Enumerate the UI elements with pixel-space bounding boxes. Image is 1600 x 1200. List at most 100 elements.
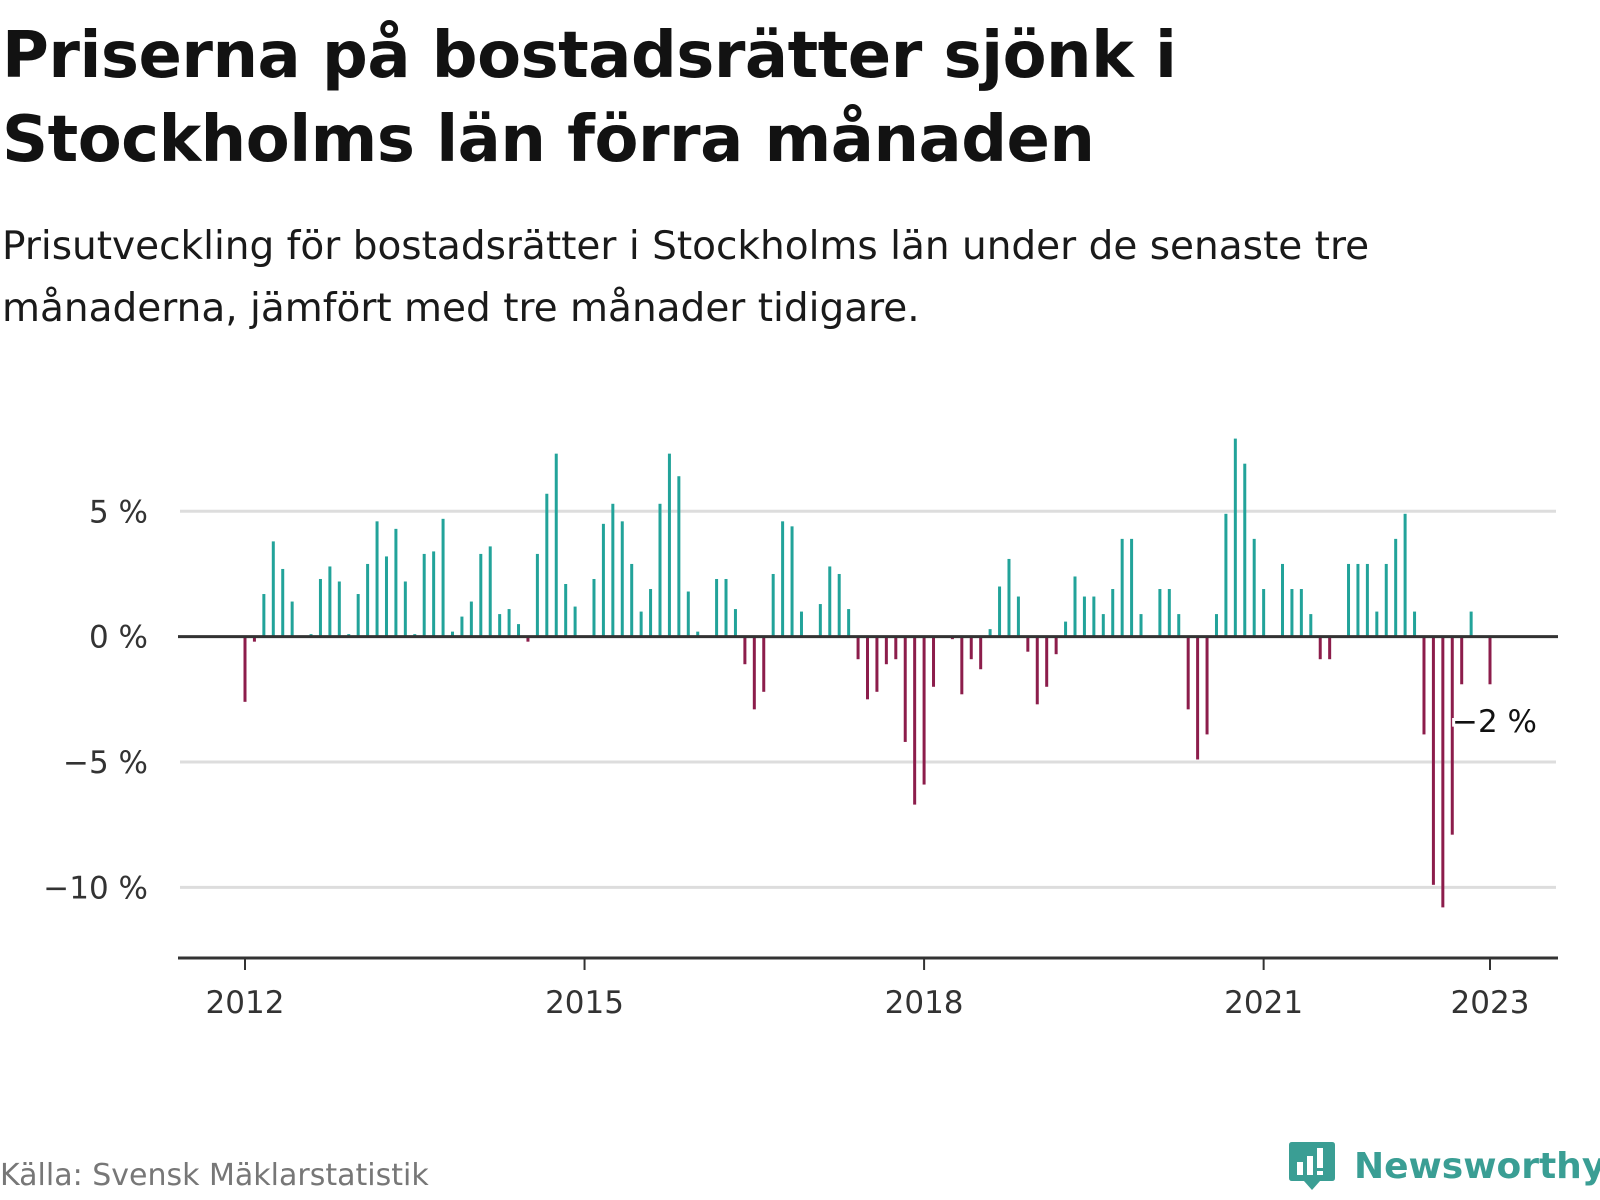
bar: [837, 573, 841, 637]
bar: [1309, 614, 1313, 637]
bar: [875, 636, 879, 692]
bar: [969, 636, 973, 660]
bar: [686, 591, 690, 637]
bar: [903, 636, 907, 742]
bar: [1092, 596, 1096, 637]
chart-title: Priserna på bostadsrätter sjönk i Stockh…: [2, 19, 1177, 177]
bar: [479, 553, 483, 637]
bar: [932, 636, 936, 687]
newsworthy-logo-icon: [1289, 1142, 1335, 1190]
bar: [1130, 538, 1134, 637]
x-tick-label: 2015: [545, 985, 624, 1021]
bar: [394, 528, 398, 637]
bar: [894, 636, 898, 660]
bar: [715, 578, 719, 637]
bar: [1469, 611, 1473, 637]
bar: [1441, 636, 1445, 908]
bar: [441, 518, 445, 637]
bar: [743, 636, 747, 665]
y-tick-label: −5 %: [63, 745, 148, 781]
bar: [771, 573, 775, 637]
bar: [252, 636, 256, 642]
bar: [696, 631, 700, 637]
gridlines: [180, 509, 1556, 889]
annotation-layer: −2 %: [1449, 701, 1540, 743]
bar: [375, 521, 379, 637]
bar: [554, 453, 558, 637]
bar: [677, 476, 681, 637]
bar: [1139, 614, 1143, 637]
bar: [781, 521, 785, 637]
bar: [1299, 589, 1303, 637]
bar: [1318, 636, 1322, 660]
bar: [1394, 538, 1398, 637]
bar: [1158, 589, 1162, 637]
bar: [1045, 636, 1049, 687]
bar: [507, 609, 511, 637]
bar: [913, 636, 917, 805]
bar: [1177, 614, 1181, 637]
bar: [1101, 614, 1105, 637]
bar: [535, 553, 539, 637]
x-axis-ticks: 2012 2015 2018 2021 2023: [206, 958, 1529, 1021]
bar: [1167, 589, 1171, 637]
bar: [1365, 563, 1369, 637]
bar: [1328, 636, 1332, 660]
bar: [1026, 636, 1030, 652]
bar: [451, 631, 454, 637]
bar: [517, 624, 521, 637]
bar: [1073, 576, 1077, 637]
bar: [884, 636, 888, 665]
bar: [1413, 611, 1417, 637]
y-tick-label: 5 %: [89, 494, 148, 530]
bar: [1111, 589, 1115, 637]
bar: [1375, 611, 1379, 637]
bar: [432, 551, 436, 637]
bar: [1347, 563, 1351, 637]
source-note: Källa: Svensk Mäklarstatistik: [0, 1158, 429, 1193]
bar: [1243, 463, 1247, 637]
x-tick-label: 2012: [206, 985, 285, 1021]
bar: [290, 601, 294, 637]
y-tick-label: −10 %: [43, 870, 148, 906]
bar: [1262, 589, 1266, 637]
bar: [762, 636, 766, 692]
bar: [1252, 538, 1256, 637]
bar: [611, 503, 615, 637]
bar: [1384, 563, 1388, 637]
bar: [1233, 438, 1237, 637]
bar: [847, 609, 851, 637]
bar: [620, 521, 624, 637]
bar: [752, 636, 756, 710]
bar: [384, 556, 388, 637]
bar: [526, 636, 530, 642]
bar: [658, 503, 662, 637]
bar: [667, 453, 671, 637]
bar: [922, 636, 926, 785]
chart-subtitle: Prisutveckling för bostadsrätter i Stock…: [2, 224, 1370, 331]
bar: [469, 601, 473, 637]
bar: [1403, 513, 1407, 637]
bar: [818, 604, 822, 637]
bar: [856, 636, 860, 660]
bar: [733, 609, 737, 637]
bar: [790, 526, 794, 637]
bar: [1007, 558, 1011, 637]
bar: [649, 589, 653, 637]
bar: [960, 636, 964, 695]
y-axis-labels: 5 % 0 % −5 % −10 %: [43, 494, 148, 906]
axes: [178, 635, 1558, 960]
bar: [630, 563, 634, 637]
bar: [828, 566, 832, 637]
bar: [1431, 636, 1435, 885]
newsworthy-brand[interactable]: Newsworthy: [1288, 1140, 1600, 1192]
bar: [564, 584, 568, 637]
bar: [281, 568, 285, 637]
bar: [1422, 636, 1426, 735]
bar: [328, 566, 332, 637]
bar: [1054, 636, 1058, 655]
y-tick-label: 0 %: [89, 620, 148, 656]
bar: [998, 586, 1002, 637]
bar: [1082, 596, 1086, 637]
bar: [1281, 563, 1284, 637]
